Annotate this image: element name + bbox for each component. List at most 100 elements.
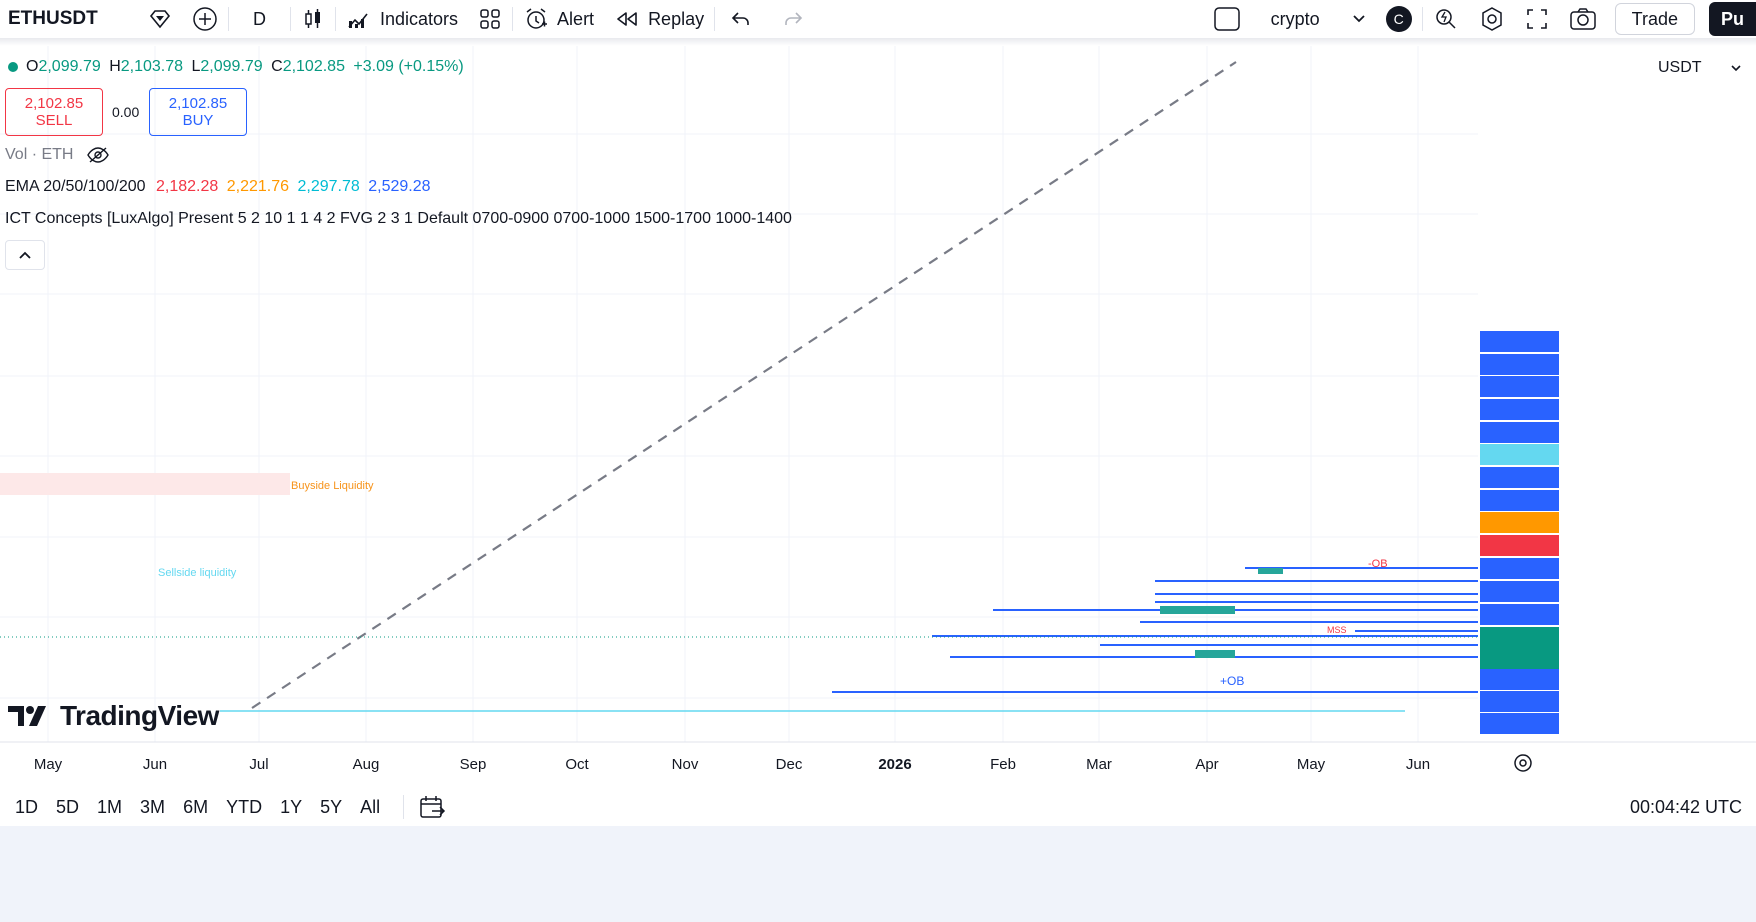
range-button-1y[interactable]: 1Y	[280, 796, 303, 817]
range-buttons: 1D 5D 1M 3M 6M YTD 1Y 5Y All	[0, 797, 389, 818]
favorite-button[interactable]	[138, 0, 182, 38]
time-tick: Jun	[143, 756, 167, 773]
diamond-icon	[149, 10, 171, 29]
price-label-bg	[1480, 467, 1559, 488]
buy-label: BUY	[182, 112, 214, 129]
price-label-bg	[1480, 376, 1559, 397]
divider	[714, 7, 716, 31]
compare-button[interactable]	[182, 0, 228, 38]
redo-icon	[785, 12, 803, 25]
magnifier-lightning-icon	[1435, 9, 1456, 29]
trade-button[interactable]: Trade	[1614, 3, 1695, 35]
fvg-box	[1160, 606, 1235, 614]
buy-button[interactable]: 2,102.85 BUY	[149, 88, 247, 136]
chevron-down-icon	[1352, 15, 1365, 23]
price-label-bg	[1480, 627, 1559, 648]
publish-button[interactable]: Pu	[1708, 2, 1756, 36]
indicators-button[interactable]: Indicators	[336, 0, 468, 38]
time-tick: May	[1297, 756, 1326, 773]
range-button-5d[interactable]: 5D	[56, 796, 80, 817]
indicators-icon	[348, 13, 368, 28]
replay-button[interactable]: Replay	[604, 0, 714, 38]
square-icon	[1213, 7, 1240, 31]
symbol-name: ETHUSDT	[8, 8, 98, 29]
range-button-6m[interactable]: 6M	[183, 796, 209, 817]
divider	[335, 7, 336, 31]
range-button-ytd[interactable]: YTD	[226, 796, 263, 817]
low-label: L	[191, 58, 201, 75]
bottom-panel	[0, 826, 1756, 922]
chart-grid	[0, 46, 1478, 742]
chevron-down-icon	[1730, 65, 1741, 72]
ict-indicator[interactable]: ICT Concepts [LuxAlgo] Present 5 2 10 1 …	[5, 210, 792, 228]
time-axis[interactable]: May Jun Jul Aug Sep Oct Nov Dec 2026 Feb Mar Apr May…	[0, 741, 1756, 773]
calendar-range-icon[interactable]	[418, 794, 446, 820]
divider	[290, 7, 291, 31]
price-label-bg	[1480, 399, 1559, 420]
snapshot-button[interactable]	[1559, 0, 1607, 38]
range-button-1m[interactable]: 1M	[97, 796, 123, 817]
price-label-bg	[1480, 422, 1559, 443]
time-tick: Apr	[1195, 756, 1218, 773]
price-label-bg	[1480, 604, 1559, 625]
range-button-5y[interactable]: 5Y	[320, 796, 343, 817]
price-label-bg	[1480, 669, 1559, 690]
avatar[interactable]: C	[1376, 0, 1422, 38]
time-tick: Jun	[1406, 756, 1430, 773]
currency-label: USDT	[1658, 59, 1702, 76]
undo-button[interactable]	[715, 0, 767, 38]
range-button-3m[interactable]: 3M	[140, 796, 166, 817]
gear-icon-center	[1519, 759, 1527, 767]
open-value: 2,099.79	[38, 58, 101, 75]
quick-search-button[interactable]	[1423, 0, 1469, 38]
layout-dropdown[interactable]	[1342, 0, 1376, 38]
alert-button[interactable]: Alert	[513, 0, 604, 38]
indicators-label: Indicators	[380, 8, 459, 29]
open-label: O	[26, 58, 39, 75]
volume-indicator[interactable]: Vol · ETH	[5, 146, 110, 164]
tv-logo-icon	[8, 706, 46, 726]
symbol-search[interactable]: ETHUSDT	[0, 0, 138, 38]
divider	[512, 7, 514, 31]
camera-icon	[1569, 8, 1596, 30]
time-tick: 2026	[878, 756, 911, 773]
price-label-bg	[1480, 581, 1559, 602]
redo-button[interactable]	[767, 0, 819, 38]
buy-price: 2,102.85	[168, 95, 228, 112]
order-blocks	[0, 567, 1478, 712]
axis-settings-icon[interactable]	[1514, 754, 1532, 772]
price-axis[interactable]	[1478, 46, 1756, 788]
ema-indicator[interactable]: EMA 20/50/100/200 2,182.28 2,221.76 2,29…	[5, 178, 431, 196]
high-value: 2,103.78	[120, 58, 184, 75]
publish-label: Pu	[1720, 8, 1744, 29]
fullscreen-button[interactable]	[1515, 0, 1559, 38]
time-tick: Oct	[565, 756, 589, 773]
chart-type-button[interactable]	[291, 0, 335, 38]
utc-clock[interactable]: 00:04:42 UTC	[1629, 797, 1742, 817]
tradingview-logo: TradingView	[8, 700, 219, 732]
time-tick: Dec	[776, 756, 803, 773]
range-button-1d[interactable]: 1D	[15, 796, 39, 817]
ema100-value: 2,297.78	[297, 178, 360, 195]
eye-crossed-icon[interactable]	[86, 146, 110, 164]
currency-dropdown[interactable]: USDT	[1648, 54, 1748, 82]
range-button-all[interactable]: All	[360, 796, 381, 817]
time-tick: Sep	[460, 756, 487, 773]
layout-name-button[interactable]: crypto	[1251, 0, 1342, 38]
price-chart[interactable]: 1 (4,956.83)0.786 (4,269.43)0.618 (3,729…	[0, 46, 1756, 788]
templates-button[interactable]	[468, 0, 512, 38]
chevron-up-icon	[19, 251, 31, 259]
sell-button[interactable]: 2,102.85 SELL	[5, 88, 103, 136]
gear-icon	[1514, 754, 1532, 772]
trend-line[interactable]	[251, 61, 1237, 709]
trend-line-dashed	[251, 61, 1237, 709]
spread-value: 0.00	[112, 104, 140, 120]
price-label-bg	[1480, 691, 1559, 712]
settings-button[interactable]	[1469, 0, 1515, 38]
trade-button-wrap: Trade	[1607, 0, 1703, 38]
interval-button[interactable]: D	[229, 0, 290, 38]
change-value: +3.09 (+0.15%)	[353, 58, 464, 75]
collapse-legend-button[interactable]	[5, 240, 45, 270]
rewind-icon	[617, 12, 637, 26]
layout-button[interactable]	[1203, 0, 1251, 38]
